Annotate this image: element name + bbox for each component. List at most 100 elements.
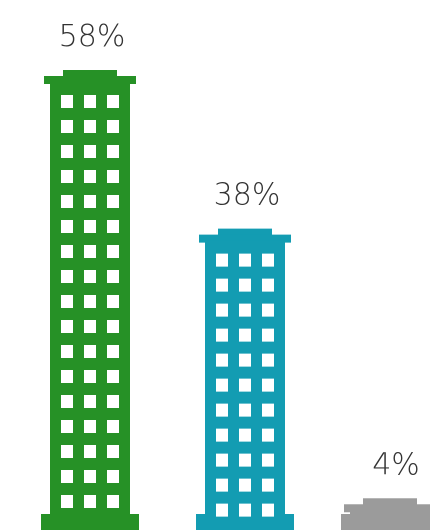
building-window <box>61 245 73 258</box>
building-window <box>61 120 73 133</box>
building-window <box>262 253 274 267</box>
building-window <box>239 403 251 417</box>
building-window <box>84 95 96 108</box>
building-window <box>61 320 73 333</box>
building-window <box>216 503 228 517</box>
building-window <box>84 470 96 483</box>
building-window <box>262 503 274 517</box>
building-window <box>84 445 96 458</box>
building-ledge <box>344 504 430 513</box>
building-window <box>216 453 228 467</box>
building-window <box>216 353 228 367</box>
building-window <box>107 495 119 508</box>
building-window <box>216 478 228 492</box>
building-window <box>239 478 251 492</box>
building-window <box>107 245 119 258</box>
building-window <box>61 170 73 183</box>
building-ledge <box>44 76 136 84</box>
building-window <box>239 378 251 392</box>
building-window <box>84 395 96 408</box>
building-window <box>107 270 119 283</box>
building-window <box>239 303 251 317</box>
building-roof <box>63 70 117 78</box>
building-window <box>239 503 251 517</box>
building-window <box>107 395 119 408</box>
building-window <box>239 353 251 367</box>
building-window <box>262 403 274 417</box>
building-window <box>61 495 73 508</box>
building-window <box>239 328 251 342</box>
building-window <box>84 220 96 233</box>
building-window <box>262 478 274 492</box>
building-window <box>84 370 96 383</box>
value-label-bar-1: 58% <box>59 19 126 54</box>
building-window <box>61 220 73 233</box>
building-window <box>262 428 274 442</box>
building-window <box>262 328 274 342</box>
building-window <box>84 495 96 508</box>
building-window <box>107 95 119 108</box>
building-window <box>84 245 96 258</box>
building-window <box>84 295 96 308</box>
building-window <box>107 420 119 433</box>
building-window <box>107 195 119 208</box>
building-window <box>61 445 73 458</box>
building-window <box>61 370 73 383</box>
building-window <box>239 428 251 442</box>
building-window <box>107 170 119 183</box>
building-window <box>107 120 119 133</box>
building-window <box>61 195 73 208</box>
building-window <box>262 353 274 367</box>
building-window <box>262 278 274 292</box>
building-window <box>262 378 274 392</box>
building-window <box>107 370 119 383</box>
building-roof <box>363 498 417 507</box>
building-window <box>107 320 119 333</box>
building-window <box>107 445 119 458</box>
building-window <box>239 453 251 467</box>
building-window <box>84 320 96 333</box>
building-window <box>216 403 228 417</box>
building-window <box>216 253 228 267</box>
bar-building-2 <box>196 228 294 530</box>
building-window <box>216 328 228 342</box>
building-window <box>84 345 96 358</box>
value-labels-layer: 58% 38% 4% <box>59 19 420 482</box>
bar-building-1 <box>41 70 139 530</box>
building-window <box>84 145 96 158</box>
building-window <box>84 170 96 183</box>
building-base <box>341 514 430 530</box>
building-window <box>61 420 73 433</box>
building-window <box>84 195 96 208</box>
building-window <box>239 253 251 267</box>
building-window <box>61 145 73 158</box>
building-window <box>61 270 73 283</box>
building-window <box>61 295 73 308</box>
building-base <box>41 514 139 530</box>
building-window <box>84 120 96 133</box>
building-window <box>239 278 251 292</box>
building-roof <box>218 228 272 237</box>
building-window <box>107 220 119 233</box>
building-window <box>216 428 228 442</box>
building-window <box>262 303 274 317</box>
building-window <box>61 395 73 408</box>
building-window <box>61 345 73 358</box>
building-window <box>61 470 73 483</box>
building-window <box>216 378 228 392</box>
bars-layer <box>41 70 430 530</box>
building-window <box>262 453 274 467</box>
value-label-bar-2: 38% <box>214 178 281 213</box>
building-window <box>216 278 228 292</box>
building-window <box>107 145 119 158</box>
building-window <box>107 295 119 308</box>
building-ledge <box>199 234 291 243</box>
value-label-bar-3: 4% <box>372 447 420 482</box>
building-window <box>84 420 96 433</box>
building-window <box>216 303 228 317</box>
building-window <box>107 470 119 483</box>
building-base <box>196 514 294 530</box>
bar-building-3 <box>341 498 430 530</box>
building-window <box>61 95 73 108</box>
